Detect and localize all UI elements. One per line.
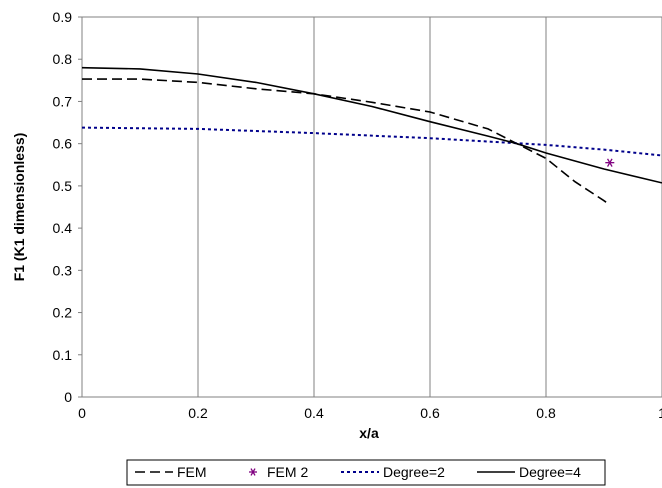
series-degree-4-line	[81, 66, 662, 184]
legend-swatch-fem-2-stroke	[250, 468, 256, 476]
series-fem-2-point	[605, 158, 615, 167]
series-degree-2-line	[81, 126, 662, 157]
y-tick-label: 0.7	[53, 93, 73, 109]
series-fem-line	[82, 78, 611, 206]
legend-label-degree-4: Degree=4	[519, 464, 581, 480]
y-ticks: 0 0.1 0.2 0.3 0.4 0.5 0.6 0.7 0.8 0.9	[53, 9, 82, 405]
legend: FEM FEM 2 Degree=2 Degree=4	[126, 459, 606, 486]
x-tick-label: 0.6	[420, 405, 440, 421]
y-tick-label: 0.1	[53, 347, 73, 363]
gridlines	[197, 17, 547, 397]
y-tick-label: 0.5	[53, 178, 73, 194]
x-axis-title: x/a	[359, 425, 379, 441]
plot-area-frame	[81, 16, 662, 398]
series-layer	[81, 66, 662, 206]
y-tick-label: 0.9	[53, 9, 73, 25]
y-tick-label: 0.3	[53, 262, 73, 278]
legend-label-fem-2: FEM 2	[267, 464, 308, 480]
legend-swatch-fem-2	[249, 468, 257, 476]
y-tick-label: 0.4	[53, 220, 73, 236]
x-tick-label: 0.8	[536, 405, 556, 421]
legend-label-fem: FEM	[177, 464, 207, 480]
x-ticks: 0 0.2 0.4 0.6 0.8 1	[78, 405, 662, 421]
x-tick-label: 0	[78, 405, 86, 421]
legend-label-degree-2: Degree=2	[383, 464, 445, 480]
y-tick-label: 0	[64, 389, 72, 405]
x-tick-label: 0.2	[188, 405, 208, 421]
x-tick-label: 0.4	[304, 405, 324, 421]
series-fem-2-point-stroke	[606, 158, 613, 167]
x-tick-label: 1	[658, 405, 662, 421]
y-tick-label: 0.8	[53, 51, 73, 67]
y-axis-title: F1 (K1 dimensionless)	[11, 133, 27, 282]
y-tick-label: 0.2	[53, 305, 73, 321]
y-tick-label: 0.6	[53, 136, 73, 152]
